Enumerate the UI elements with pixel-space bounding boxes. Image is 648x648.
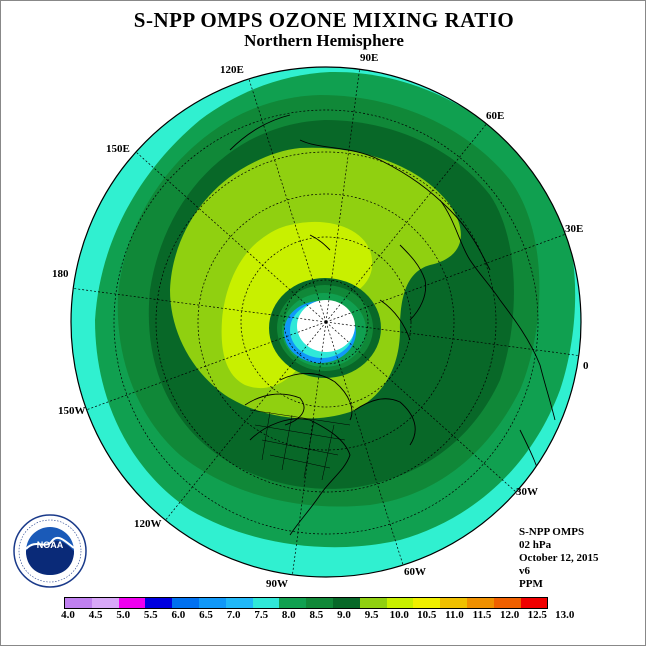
info-instrument: S-NPP OMPS bbox=[519, 526, 585, 538]
lon-label-90w: 90W bbox=[266, 578, 288, 590]
colorbar-tick-label: 12.5 bbox=[527, 609, 547, 621]
colorbar-swatch bbox=[145, 598, 173, 608]
colorbar-swatch bbox=[252, 598, 280, 608]
colorbar-swatch bbox=[279, 598, 307, 608]
colorbar-tick-label: 8.0 bbox=[281, 609, 296, 621]
colorbar-swatch bbox=[440, 598, 467, 608]
info-block: S-NPP OMPS 02 hPa October 12, 2015 v6 PP… bbox=[519, 526, 599, 591]
colorbar-tick-label: 4.5 bbox=[88, 609, 103, 621]
colorbar-ticks: 4.0 4.5 5.0 5.5 6.0 6.5 7.0 7.5 8.0 8.5 9.0 9.5 10.0… bbox=[61, 609, 589, 623]
colorbar-swatch bbox=[413, 598, 441, 608]
colorbar-swatch bbox=[65, 598, 92, 608]
info-level: 02 hPa bbox=[519, 539, 552, 551]
colorbar-tick-label: 6.0 bbox=[171, 609, 186, 621]
colorbar-tick-label: 11.0 bbox=[445, 609, 464, 621]
colorbar-swatch bbox=[386, 598, 414, 608]
lon-label-150w: 150W bbox=[58, 405, 86, 417]
colorbar-tick-label: 4.0 bbox=[61, 609, 75, 621]
info-date: October 12, 2015 bbox=[519, 552, 599, 564]
colorbar-swatch bbox=[359, 598, 387, 608]
lon-label-60w: 60W bbox=[404, 566, 426, 578]
colorbar-tick-label: 11.5 bbox=[472, 609, 492, 621]
map-subtitle: Northern Hemisphere bbox=[244, 31, 404, 50]
colorbar-swatch bbox=[493, 598, 521, 608]
colorbar-swatch bbox=[306, 598, 333, 608]
lon-label-90e: 90E bbox=[360, 52, 379, 64]
lon-label-30e: 30E bbox=[565, 223, 584, 235]
colorbar bbox=[64, 597, 549, 609]
colorbar-tick-label: 7.0 bbox=[226, 609, 241, 621]
polar-white-cap bbox=[297, 300, 355, 352]
lon-label-0: 0 bbox=[583, 360, 589, 372]
colorbar-tick-label: 10.0 bbox=[389, 609, 409, 621]
colorbar-tick-label: 5.5 bbox=[143, 609, 158, 621]
colorbar-tick-label: 6.5 bbox=[199, 609, 213, 621]
colorbar-swatch bbox=[91, 598, 119, 608]
colorbar-swatch bbox=[172, 598, 199, 608]
colorbar-tick-label: 12.0 bbox=[499, 609, 520, 621]
colorbar-swatch bbox=[118, 598, 146, 608]
colorbar-tick-label: 8.5 bbox=[309, 609, 324, 621]
info-version: v6 bbox=[519, 565, 530, 577]
lon-label-150e: 150E bbox=[106, 143, 130, 155]
colorbar-swatch bbox=[225, 598, 253, 608]
colorbar-swatch bbox=[520, 598, 548, 608]
lon-label-60e: 60E bbox=[486, 110, 505, 122]
colorbar-swatch bbox=[332, 598, 360, 608]
lon-label-120e: 120E bbox=[220, 64, 244, 76]
colorbar-tick-label: 13.0 bbox=[555, 609, 575, 621]
colorbar-tick-label: 10.5 bbox=[417, 609, 437, 621]
colorbar-tick-label: 9.0 bbox=[337, 609, 351, 621]
lon-label-180: 180 bbox=[52, 268, 69, 280]
lon-label-120w: 120W bbox=[134, 518, 162, 530]
colorbar-tick-label: 9.5 bbox=[364, 609, 379, 621]
colorbar-swatch bbox=[198, 598, 226, 608]
lon-label-30w: 30W bbox=[516, 486, 538, 498]
colorbar-tick-label: 5.0 bbox=[116, 609, 131, 621]
map-title: S-NPP OMPS OZONE MIXING RATIO bbox=[133, 8, 515, 32]
colorbar-swatch bbox=[466, 598, 494, 608]
colorbar-tick-label: 7.5 bbox=[254, 609, 269, 621]
info-units: PPM bbox=[519, 578, 543, 590]
